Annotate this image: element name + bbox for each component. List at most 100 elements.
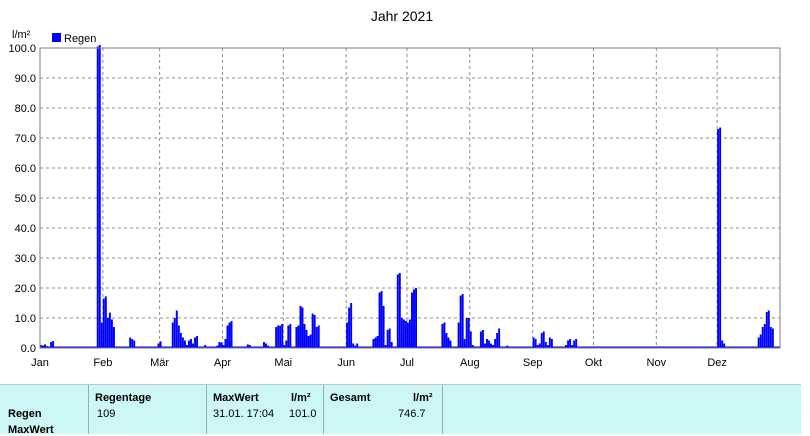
rain-bar <box>52 341 55 348</box>
rain-bar <box>98 45 101 348</box>
rain-bar <box>386 330 389 348</box>
rain-bar <box>307 336 310 348</box>
rain-bar <box>494 339 497 348</box>
rain-bar <box>769 327 772 348</box>
rain-bar <box>575 339 578 348</box>
rain-bar <box>536 345 539 348</box>
rain-bar <box>398 273 401 348</box>
rain-bar <box>96 46 99 348</box>
rain-bar <box>133 340 136 348</box>
rain-bar <box>106 318 109 348</box>
rain-bar <box>506 345 509 348</box>
y-tick-label: 40.0 <box>15 223 36 235</box>
y-tick-label: 90.0 <box>15 73 36 85</box>
x-tick-label: Jan <box>31 357 49 369</box>
rain-bar <box>309 334 312 348</box>
rain-bar <box>548 337 551 348</box>
rain-bar <box>719 127 722 348</box>
rain-bar <box>463 339 466 348</box>
rain-bar <box>759 334 762 348</box>
y-tick-label: 60.0 <box>15 163 36 175</box>
rain-bar <box>177 325 180 348</box>
rain-bar <box>400 318 403 348</box>
rain-bar <box>481 330 484 348</box>
bars-layer <box>40 45 774 348</box>
rain-bar <box>48 346 51 348</box>
rain-bar <box>175 310 178 348</box>
rain-bar <box>402 319 405 348</box>
rain-bar <box>281 324 284 348</box>
rain-bar <box>305 330 308 348</box>
rain-bar <box>218 342 221 348</box>
grid-layer <box>40 48 780 349</box>
rain-bar <box>311 313 314 348</box>
rain-bar <box>396 274 399 348</box>
y-tick-label: 0.0 <box>21 343 36 355</box>
panel-divider <box>323 385 324 434</box>
rain-bar <box>573 340 576 348</box>
rain-bar <box>486 339 488 348</box>
rain-bar <box>289 324 292 348</box>
rain-bar <box>496 333 499 348</box>
rain-bar <box>216 345 219 348</box>
rain-bar <box>179 333 182 348</box>
rain-bar <box>567 340 570 348</box>
rain-bar <box>131 339 134 348</box>
x-tick-label: Nov <box>647 357 667 369</box>
rain-bar <box>181 337 184 348</box>
rain-bar <box>717 129 720 348</box>
rain-bar <box>299 306 302 348</box>
y-tick-label: 100.0 <box>8 43 36 55</box>
x-tick-label: Feb <box>93 357 112 369</box>
rain-bar <box>469 331 472 348</box>
rain-bar <box>283 345 286 348</box>
rain-bar <box>372 339 375 348</box>
y-tick-label: 10.0 <box>15 313 36 325</box>
rain-bar <box>226 325 229 348</box>
rain-bar <box>406 322 409 348</box>
x-tick-label: Jun <box>337 357 355 369</box>
rain-bar <box>411 292 413 348</box>
rain-bar <box>721 340 724 348</box>
rain-bar <box>346 322 349 348</box>
rain-bar <box>459 295 462 348</box>
chart-title: Jahr 2021 <box>371 8 433 24</box>
rain-bar <box>100 322 103 348</box>
y-tick-label: 70.0 <box>15 133 36 145</box>
regentage-header: Regentage <box>95 392 152 404</box>
rain-bar <box>303 324 306 348</box>
rain-bar <box>757 337 760 348</box>
rain-bar <box>569 339 572 348</box>
rain-bar <box>538 343 541 348</box>
rain-bar <box>50 342 53 348</box>
rain-bar <box>413 289 415 348</box>
rain-bar <box>40 345 42 348</box>
rain-bar <box>380 291 383 348</box>
rain-bar <box>761 327 764 348</box>
x-tick-label: Mär <box>150 357 169 369</box>
rain-bar <box>246 344 249 348</box>
rain-bar <box>301 307 304 348</box>
rain-bar <box>352 343 355 348</box>
gesamt-value: 746.7 <box>398 408 426 420</box>
rain-bar <box>183 340 186 348</box>
rain-bar <box>295 327 298 348</box>
rain-bar <box>384 345 387 348</box>
rain-bar <box>196 336 199 348</box>
rain-bar <box>565 345 568 348</box>
x-tick-label: Sep <box>523 357 543 369</box>
x-tick-label: Mai <box>274 357 292 369</box>
rain-bar <box>348 307 351 348</box>
rain-bar <box>204 345 207 348</box>
rain-bar <box>297 325 300 348</box>
rain-bar <box>488 340 490 348</box>
y-axis-unit-label: l/m² <box>12 29 31 41</box>
rain-bar <box>354 345 357 348</box>
x-tick-label: Apr <box>214 357 231 369</box>
plot-frame <box>39 47 781 349</box>
rain-bar <box>498 328 501 348</box>
rain-bar <box>376 336 379 348</box>
gesamt-unit: l/m² <box>413 392 433 404</box>
rain-bar <box>441 324 444 348</box>
rain-bar <box>378 292 381 348</box>
